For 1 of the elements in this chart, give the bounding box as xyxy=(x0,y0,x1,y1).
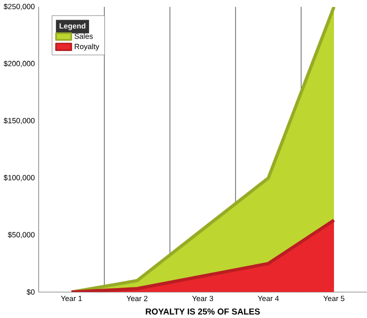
x-axis-title: ROYALTY IS 25% OF SALES xyxy=(146,308,260,315)
